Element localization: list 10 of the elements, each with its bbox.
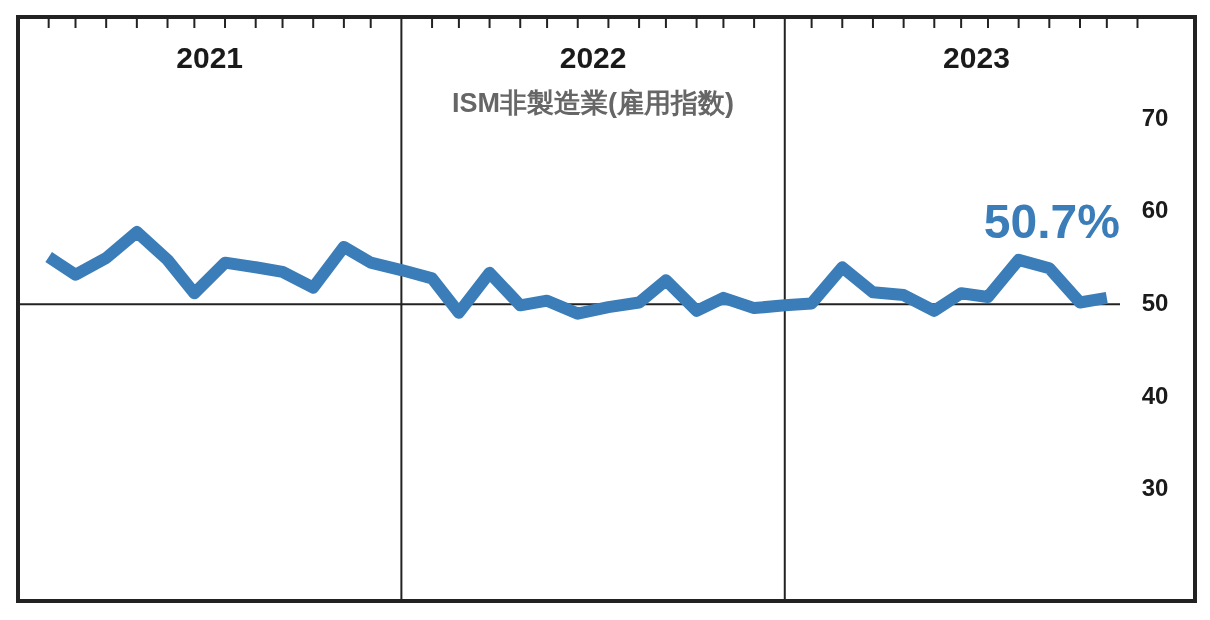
annotation: 50.7%	[983, 194, 1120, 248]
x-tick-label: 2023	[943, 41, 1010, 75]
y-tick-label: 60	[1141, 196, 1169, 224]
text: ISM非製造業(雇用指数)	[452, 88, 735, 119]
x-tick-label: 2022	[559, 41, 627, 75]
y-tick-label: 30	[1141, 474, 1169, 502]
y-tick-label: 40	[1141, 381, 1169, 409]
y-tick-label: 50	[1141, 288, 1169, 316]
y-tick-label: 70	[1141, 103, 1169, 131]
x-tick-label: 2021	[176, 41, 244, 75]
